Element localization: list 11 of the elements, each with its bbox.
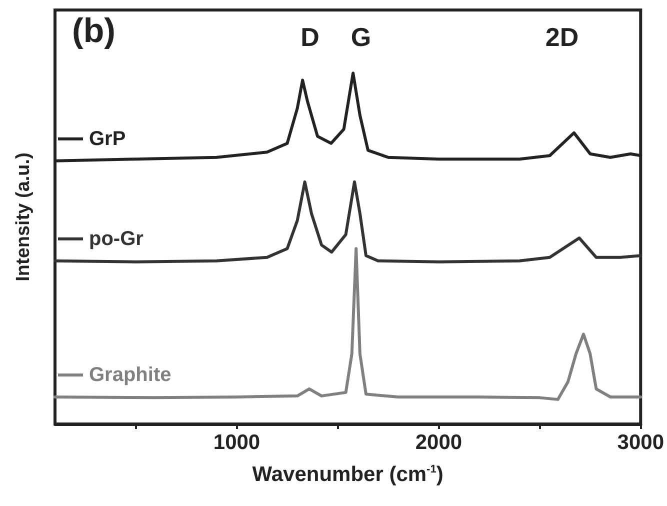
x-tick-label: 2000 xyxy=(415,431,462,454)
text: (b) xyxy=(72,12,116,50)
legend-label: GrP xyxy=(89,128,126,150)
x-tick-label: 3000 xyxy=(617,431,664,454)
text: G xyxy=(350,22,372,52)
text: 2D xyxy=(545,22,579,52)
x-tick-label: 1000 xyxy=(213,431,260,454)
y-axis-title: Intensity (a.u.) xyxy=(13,152,34,282)
legend-label: Graphite xyxy=(89,364,172,386)
text: D xyxy=(300,22,320,52)
legend-label: po-Gr xyxy=(89,228,144,250)
